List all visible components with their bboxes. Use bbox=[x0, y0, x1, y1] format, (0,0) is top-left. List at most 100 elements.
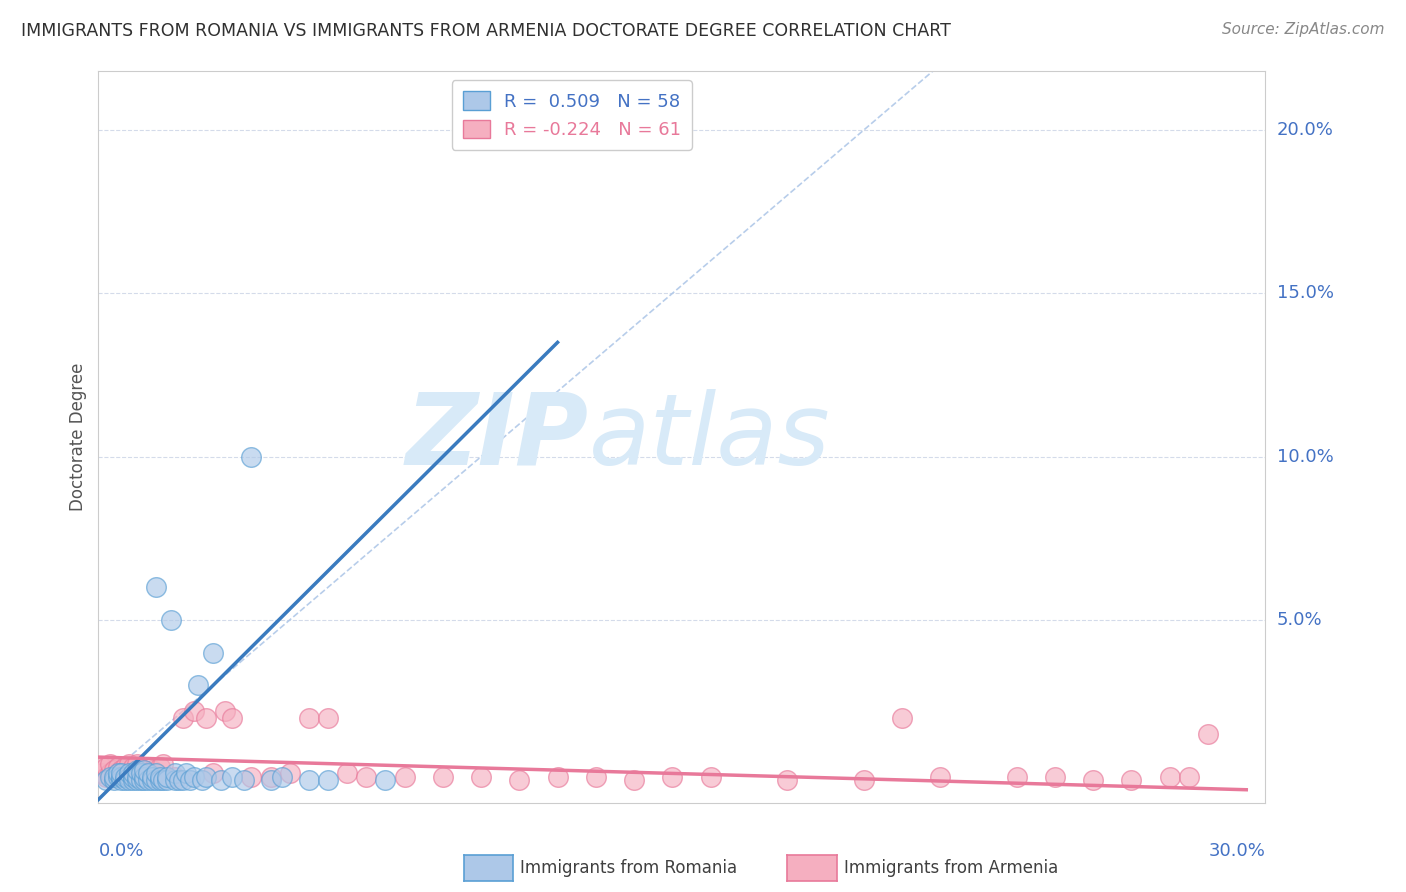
Point bbox=[103, 763, 125, 777]
Point bbox=[110, 763, 132, 777]
Point bbox=[316, 772, 339, 787]
Point bbox=[110, 770, 132, 784]
Point bbox=[121, 772, 143, 787]
Point bbox=[336, 766, 359, 780]
Point bbox=[94, 772, 117, 787]
Text: ZIP: ZIP bbox=[405, 389, 589, 485]
Text: IMMIGRANTS FROM ROMANIA VS IMMIGRANTS FROM ARMENIA DOCTORATE DEGREE CORRELATION : IMMIGRANTS FROM ROMANIA VS IMMIGRANTS FR… bbox=[21, 22, 950, 40]
Point bbox=[114, 772, 136, 787]
Point bbox=[259, 770, 281, 784]
Point bbox=[145, 766, 167, 780]
Point bbox=[1159, 770, 1181, 784]
Text: 5.0%: 5.0% bbox=[1277, 611, 1322, 629]
Point bbox=[118, 772, 141, 787]
Point bbox=[110, 770, 132, 784]
Text: atlas: atlas bbox=[589, 389, 830, 485]
Point bbox=[240, 770, 263, 784]
Point bbox=[776, 772, 799, 787]
Point bbox=[91, 766, 114, 780]
Point bbox=[152, 756, 174, 771]
Point bbox=[114, 760, 136, 774]
Point bbox=[145, 766, 167, 780]
Point bbox=[194, 770, 217, 784]
Y-axis label: Doctorate Degree: Doctorate Degree bbox=[69, 363, 87, 511]
Point bbox=[107, 760, 129, 774]
Text: Immigrants from Romania: Immigrants from Romania bbox=[520, 859, 737, 877]
Point bbox=[547, 770, 569, 784]
Point bbox=[167, 772, 190, 787]
Point bbox=[134, 770, 156, 784]
Point bbox=[149, 772, 172, 787]
Point bbox=[141, 770, 163, 784]
Point bbox=[156, 770, 179, 784]
Point bbox=[585, 770, 607, 784]
Point bbox=[121, 766, 143, 780]
Point bbox=[221, 711, 243, 725]
Point bbox=[94, 770, 117, 784]
Point bbox=[152, 772, 174, 787]
Point bbox=[202, 766, 225, 780]
Point bbox=[121, 770, 143, 784]
Text: 20.0%: 20.0% bbox=[1277, 121, 1333, 139]
Point bbox=[110, 772, 132, 787]
Point bbox=[125, 756, 148, 771]
Point bbox=[149, 760, 172, 774]
Point bbox=[172, 772, 194, 787]
Point bbox=[94, 760, 117, 774]
Point bbox=[374, 772, 396, 787]
Point bbox=[114, 766, 136, 780]
Point bbox=[163, 770, 186, 784]
Point bbox=[176, 766, 198, 780]
Point bbox=[149, 770, 172, 784]
Point bbox=[136, 766, 159, 780]
Point bbox=[141, 772, 163, 787]
Point bbox=[1197, 727, 1219, 741]
Point bbox=[98, 756, 121, 771]
Point bbox=[623, 772, 645, 787]
Point bbox=[929, 770, 952, 784]
Point bbox=[125, 770, 148, 784]
Point bbox=[136, 770, 159, 784]
Point bbox=[183, 770, 205, 784]
Point bbox=[394, 770, 416, 784]
Point bbox=[156, 772, 179, 787]
Point bbox=[129, 766, 152, 780]
Text: Immigrants from Armenia: Immigrants from Armenia bbox=[844, 859, 1057, 877]
Point bbox=[1005, 770, 1028, 784]
Point bbox=[183, 705, 205, 719]
Point bbox=[121, 760, 143, 774]
Text: 30.0%: 30.0% bbox=[1209, 842, 1265, 860]
Point bbox=[107, 770, 129, 784]
Point bbox=[107, 766, 129, 780]
Point bbox=[1083, 772, 1105, 787]
Point bbox=[232, 772, 254, 787]
Point bbox=[298, 772, 321, 787]
Point bbox=[179, 772, 201, 787]
Point bbox=[118, 770, 141, 784]
Point bbox=[141, 763, 163, 777]
Point bbox=[354, 770, 377, 784]
Point bbox=[118, 766, 141, 780]
Point bbox=[125, 766, 148, 780]
Text: 10.0%: 10.0% bbox=[1277, 448, 1333, 466]
Point bbox=[470, 770, 492, 784]
Point bbox=[136, 772, 159, 787]
Point bbox=[98, 770, 121, 784]
Point bbox=[1178, 770, 1201, 784]
Point bbox=[125, 772, 148, 787]
Point bbox=[1121, 772, 1143, 787]
Point bbox=[699, 770, 721, 784]
Point bbox=[271, 770, 294, 784]
Point bbox=[278, 766, 301, 780]
Point bbox=[316, 711, 339, 725]
Point bbox=[661, 770, 683, 784]
Legend: R =  0.509   N = 58, R = -0.224   N = 61: R = 0.509 N = 58, R = -0.224 N = 61 bbox=[451, 80, 692, 150]
Point bbox=[118, 766, 141, 780]
Point bbox=[91, 760, 114, 774]
Point bbox=[190, 772, 212, 787]
Point bbox=[145, 772, 167, 787]
Point bbox=[129, 766, 152, 780]
Point bbox=[103, 770, 125, 784]
Point bbox=[221, 770, 243, 784]
Point bbox=[187, 678, 209, 692]
